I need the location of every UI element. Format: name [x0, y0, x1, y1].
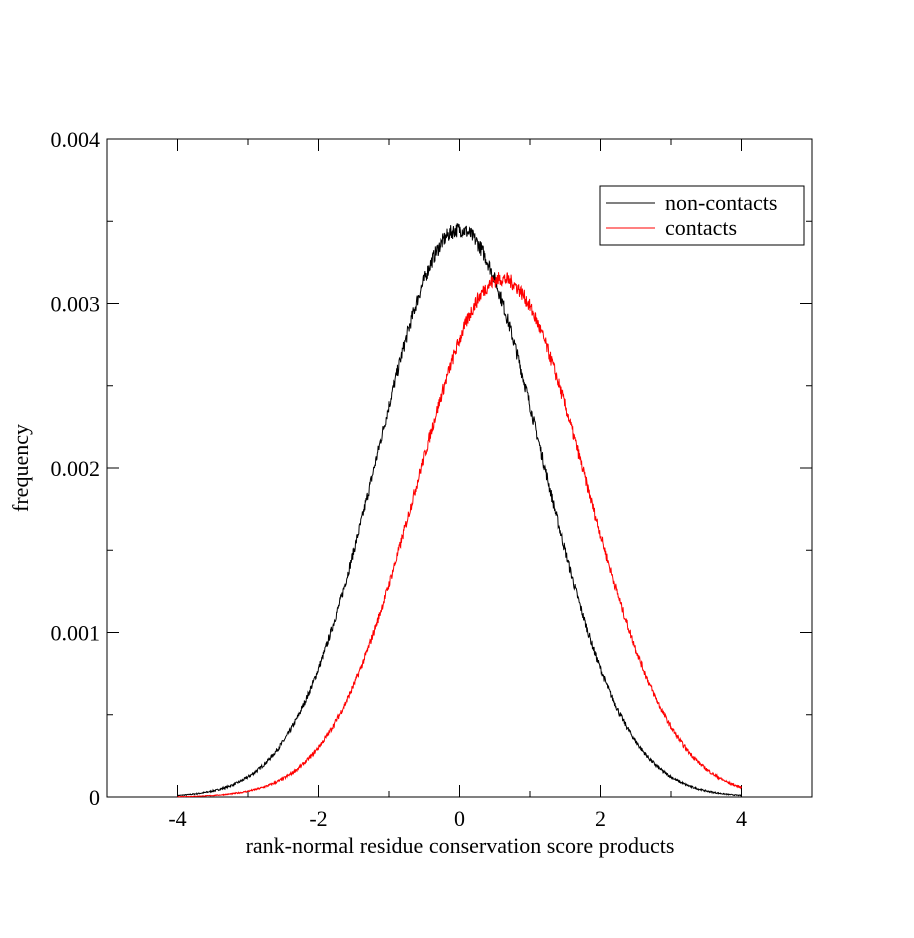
series-line-contacts — [177, 272, 742, 798]
major-ticks — [107, 138, 812, 798]
x-tick-label: -4 — [168, 806, 186, 831]
legend-label-non-contacts: non-contacts — [665, 190, 777, 215]
x-tick-label: 0 — [454, 806, 465, 831]
y-tick-labels: 0 0.001 0.002 0.003 0.004 — [51, 127, 101, 810]
series-lines — [177, 223, 742, 798]
y-tick-label: 0 — [89, 785, 100, 810]
y-axis-title: frequency — [8, 424, 33, 512]
x-tick-label: -2 — [309, 806, 327, 831]
legend-label-contacts: contacts — [665, 215, 737, 240]
x-tick-label: 2 — [595, 806, 606, 831]
x-tick-labels: -4 -2 0 2 4 — [168, 806, 747, 831]
x-axis-title: rank-normal residue conservation score p… — [246, 833, 675, 858]
x-tick-label: 4 — [736, 806, 747, 831]
y-tick-label: 0.001 — [51, 621, 101, 646]
y-tick-label: 0.003 — [51, 292, 101, 317]
y-tick-label: 0.004 — [51, 127, 101, 152]
series-line-non-contacts — [177, 223, 742, 797]
legend: non-contacts contacts — [599, 185, 805, 246]
y-tick-label: 0.002 — [51, 456, 101, 481]
legend-box — [599, 185, 805, 246]
